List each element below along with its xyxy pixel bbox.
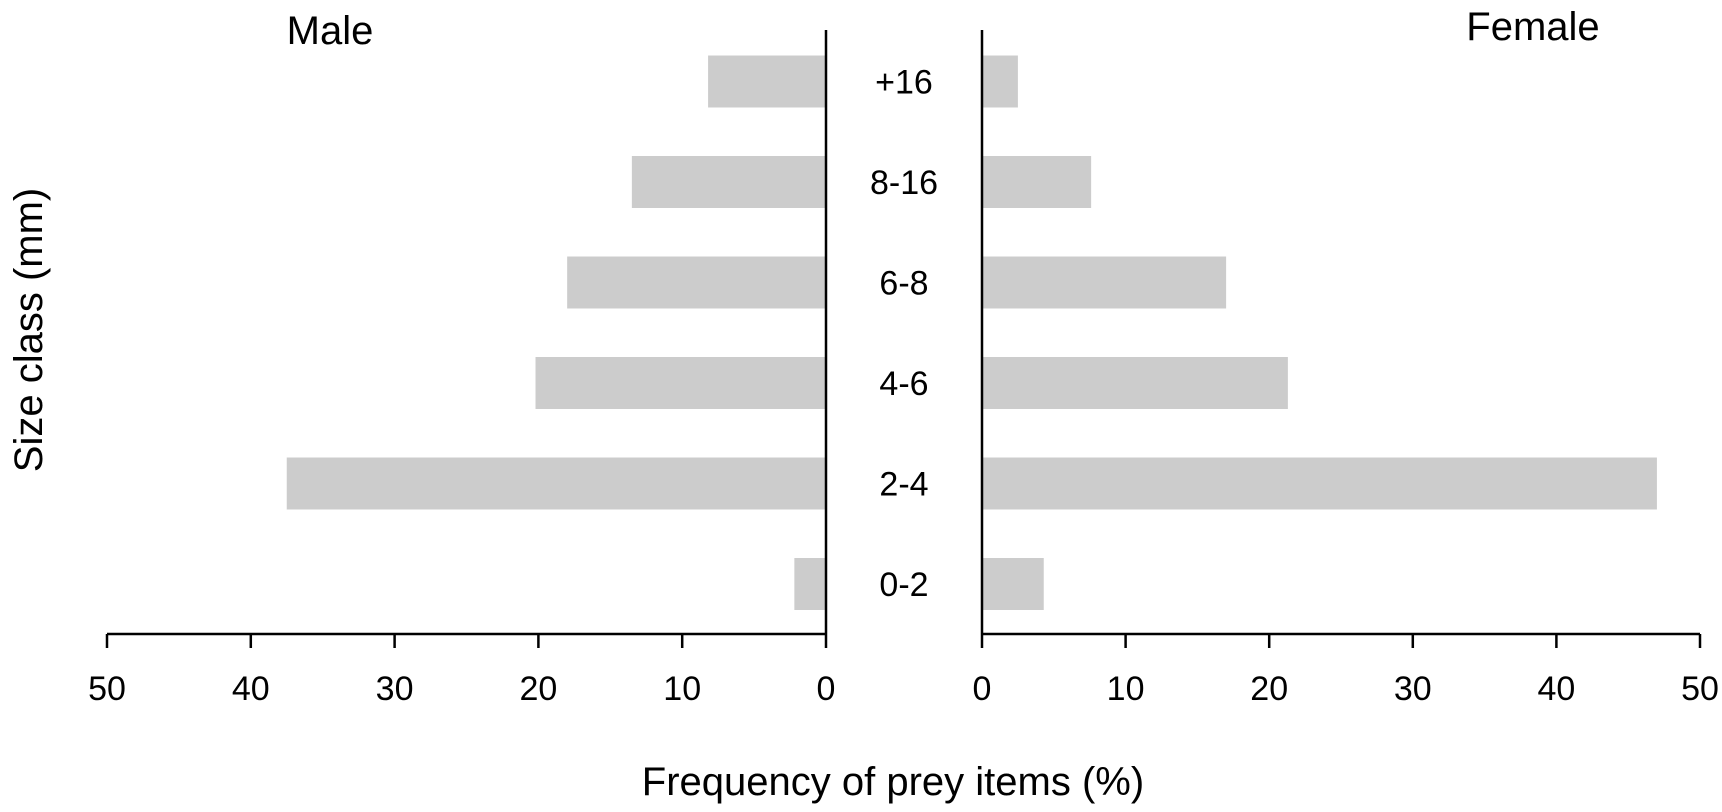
male-x-tick-label: 0 [817,670,836,708]
female-bar-+16 [982,55,1018,108]
male-bar-0-2 [794,558,826,610]
x-axis-title: Frequency of prey items (%) [642,760,1144,804]
female-bar-6-8 [982,256,1227,309]
category-label: 8-16 [870,164,938,202]
chart-marks: 0-2 2-4 4-6 6-8 8-16 +16 0 0 10 10 20 20 30 30 40 40 50 5… [88,30,1719,708]
female-panel-title: Female [1466,5,1599,49]
category-label: 2-4 [879,466,928,504]
category-label: 6-8 [879,265,928,303]
male-bar-8-16 [631,156,826,208]
male-bar-4-6 [535,357,826,409]
female-bar-8-16 [982,156,1092,208]
male-x-tick-label: 10 [663,670,701,708]
female-bar-2-4 [982,457,1657,510]
category-label: 4-6 [879,365,928,403]
female-x-tick-label: 30 [1394,670,1432,708]
male-x-tick-label: 50 [88,670,126,708]
female-bar-4-6 [982,357,1288,409]
male-x-tick-label: 30 [376,670,414,708]
female-x-tick-label: 10 [1107,670,1145,708]
male-bar-+16 [708,55,826,108]
category-label: +16 [875,64,933,102]
female-bar-0-2 [982,558,1044,610]
male-bar-6-8 [567,256,826,309]
female-x-tick-label: 50 [1681,670,1719,708]
male-bar-2-4 [286,457,826,510]
category-label: 0-2 [879,566,928,604]
female-x-tick-label: 40 [1537,670,1575,708]
y-axis-title: Size class (mm) [7,188,51,472]
female-x-tick-label: 20 [1250,670,1288,708]
male-panel-title: Male [287,9,374,53]
male-x-tick-label: 20 [519,670,557,708]
female-x-tick-label: 0 [973,670,992,708]
male-x-tick-label: 40 [232,670,270,708]
